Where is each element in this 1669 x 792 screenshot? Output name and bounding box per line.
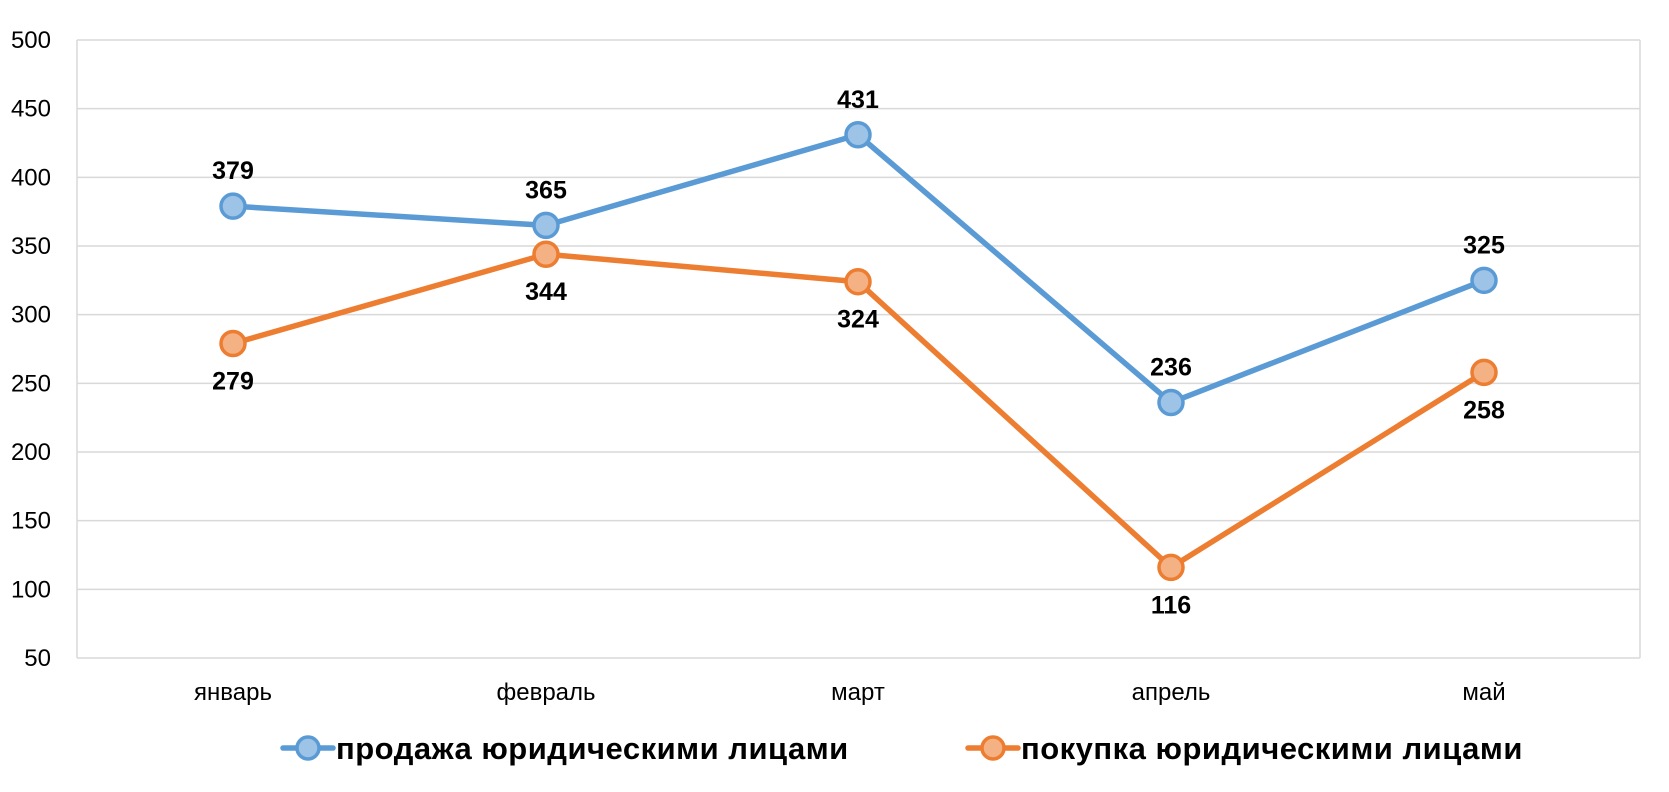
series-1-data-label: 116	[1151, 591, 1191, 619]
series-0-point	[1470, 266, 1498, 295]
y-tick-label: 100	[11, 576, 51, 603]
series-0-point	[532, 211, 560, 240]
series-0-data-label: 379	[212, 157, 254, 185]
series-1-point	[532, 240, 560, 268]
series-1-point	[844, 267, 872, 296]
y-tick-label: 500	[11, 27, 51, 54]
series-0-data-label: 431	[837, 86, 879, 114]
data-labels: 379 365 431 236 325 279 344 324 116 258	[212, 86, 1505, 620]
series-0-data-label: 365	[525, 176, 567, 204]
y-tick-label: 350	[11, 233, 51, 260]
y-tick-label: 50	[24, 645, 51, 672]
legend-item-1: покупка юридическими лицами	[965, 731, 1523, 766]
y-tick-label: 400	[11, 164, 51, 191]
legend-marker-swatch	[295, 735, 321, 761]
series-1-data-label: 344	[525, 278, 567, 306]
legend-label: продажа юридическими лицами	[336, 731, 849, 766]
series-0-point	[219, 192, 247, 220]
axes: 50 100 150 200 250 300 350 400 450 500 январь февра…	[11, 27, 1641, 706]
legend: продажа юридическими лицами покупка юриди…	[280, 731, 1523, 766]
y-tick-label: 150	[11, 508, 51, 535]
series-1-point	[1470, 358, 1498, 387]
series-0-data-label: 236	[1150, 354, 1192, 382]
x-tick-label: март	[831, 679, 885, 706]
series-0-data-label: 325	[1463, 231, 1505, 259]
series-1-point	[219, 329, 247, 358]
x-tick-label: апрель	[1132, 679, 1211, 706]
series-1-data-label: 258	[1463, 396, 1505, 424]
legend-item-0: продажа юридическими лицами	[280, 731, 849, 766]
legend-marker-swatch	[980, 735, 1006, 761]
series-1-data-label: 324	[837, 306, 879, 334]
series-lines	[219, 121, 1498, 582]
series-1-data-label: 279	[212, 368, 254, 396]
series-0-point	[844, 121, 872, 149]
y-tick-label: 200	[11, 439, 51, 466]
y-tick-label: 450	[11, 96, 51, 123]
x-tick-label: февраль	[496, 679, 595, 706]
y-tick-label: 300	[11, 302, 51, 329]
x-tick-label: май	[1462, 679, 1505, 706]
legend-label: покупка юридическими лицами	[1021, 731, 1523, 766]
y-tick-label: 250	[11, 370, 51, 397]
series-0-point	[1157, 388, 1185, 417]
series-1-point	[1157, 553, 1185, 582]
x-tick-label: январь	[194, 679, 272, 706]
